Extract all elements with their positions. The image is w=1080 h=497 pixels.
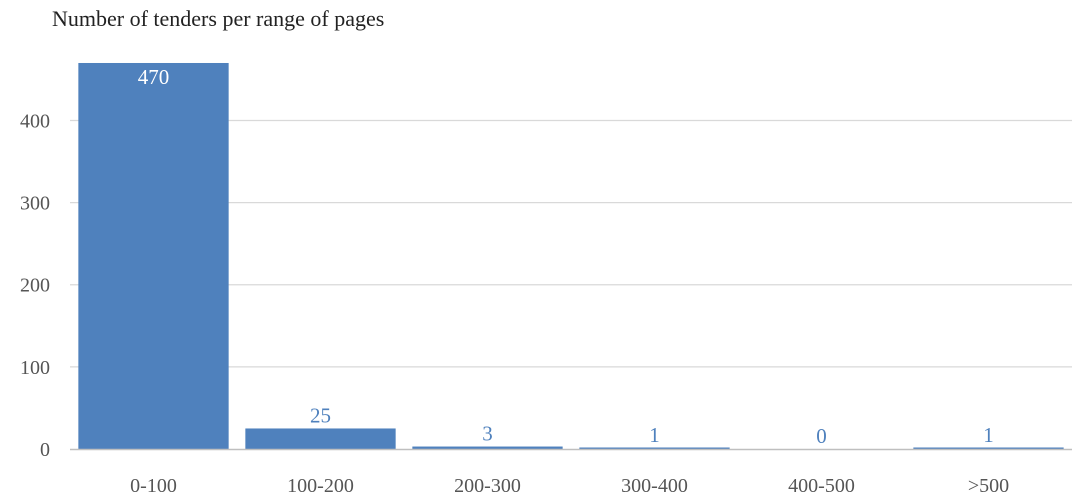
bar	[913, 447, 1064, 449]
y-tick-label: 400	[20, 110, 50, 132]
data-label: 0	[816, 424, 827, 448]
data-labels: 470 25 3 1 0 1	[138, 65, 994, 448]
y-tick-label: 100	[20, 357, 50, 379]
data-label: 25	[310, 403, 331, 427]
x-tick-label: 200-300	[454, 475, 521, 497]
y-tick-label: 300	[20, 193, 50, 215]
data-label: 470	[138, 65, 170, 89]
x-tick-labels: 0-100 100-200 200-300 300-400 400-500 >500	[130, 475, 1009, 497]
data-label: 1	[649, 423, 660, 447]
x-tick-label: >500	[968, 475, 1009, 497]
bar	[579, 447, 730, 449]
data-label: 1	[983, 423, 994, 447]
y-tick-labels: 0 100 200 300 400	[20, 110, 50, 461]
data-label: 3	[482, 422, 493, 446]
y-tick-label: 200	[20, 275, 50, 297]
gridlines	[70, 119, 1072, 368]
bar	[245, 428, 396, 449]
bars	[78, 62, 1064, 449]
x-tick-label: 0-100	[130, 475, 177, 497]
bar	[412, 446, 563, 449]
x-tick-label: 100-200	[287, 475, 354, 497]
bar	[78, 62, 229, 449]
chart-title: Number of tenders per range of pages	[52, 6, 385, 31]
x-tick-label: 400-500	[788, 475, 855, 497]
x-tick-label: 300-400	[621, 475, 688, 497]
y-tick-label: 0	[40, 439, 50, 461]
